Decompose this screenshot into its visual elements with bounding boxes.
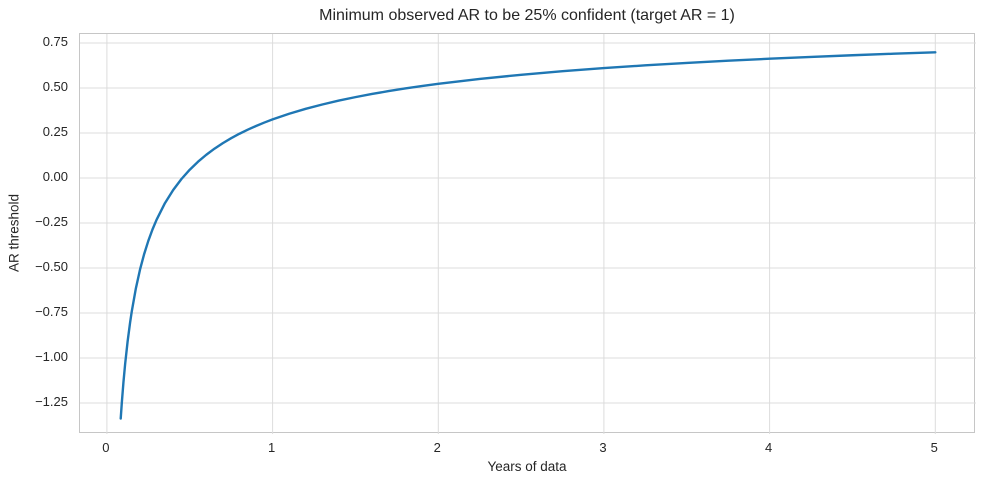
plot-area [79,33,976,434]
y-tick-label: 0.25 [42,124,68,139]
y-tick-label: 0.75 [42,34,68,49]
y-tick-label: −0.75 [35,304,68,319]
x-tick-label: 4 [764,440,773,455]
x-tick-label: 3 [599,440,607,455]
y-tick-label: −0.25 [35,214,68,229]
chart-title: Minimum observed AR to be 25% confident … [319,7,735,24]
y-tick-label: −1.25 [35,394,68,409]
y-axis-label: AR threshold [6,193,22,273]
y-tick-label: 0.50 [42,79,68,94]
y-tick-label: 0.00 [42,169,68,184]
x-tick-label: 2 [433,440,441,455]
x-tick-label: 0 [102,440,110,455]
y-tick-label: −1.00 [35,349,68,364]
x-tick-label: 5 [930,440,938,455]
x-axis-label: Years of data [487,459,567,474]
ar-threshold-line [119,51,937,420]
plot-svg [80,34,976,434]
y-tick-label: −0.50 [35,259,68,274]
x-tick-label: 1 [267,440,276,455]
series-lines [119,51,937,420]
gridlines [80,34,976,434]
